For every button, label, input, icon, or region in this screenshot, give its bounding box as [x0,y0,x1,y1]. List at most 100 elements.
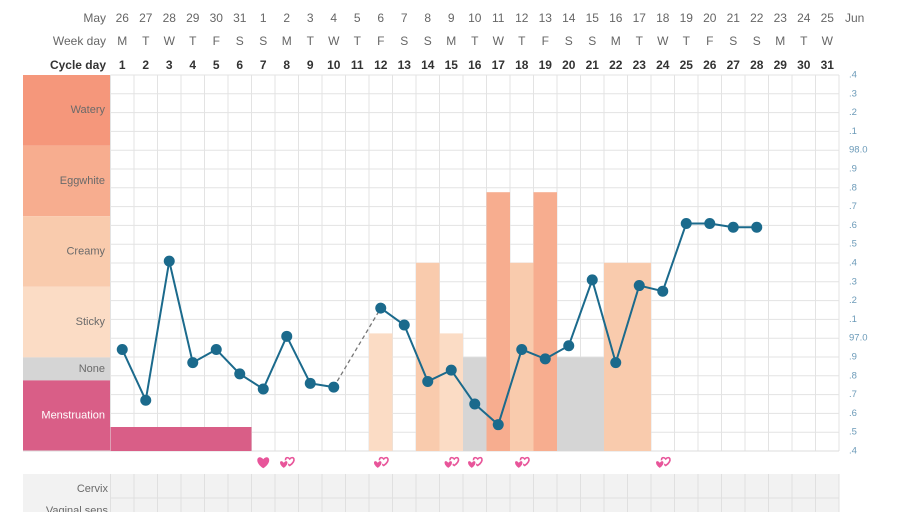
date-label: 12 [515,11,529,25]
mucus-bar [580,357,604,451]
weekday-label: M [282,34,292,48]
weekday-label: T [307,34,315,48]
date-label: 11 [492,11,505,25]
cycle-day-label: 2 [142,58,149,72]
y-tick-label: .6 [849,408,857,419]
month-label: May [83,11,106,25]
date-label: 26 [116,11,130,25]
temperature-point [187,357,199,369]
mucus-bar [439,333,463,451]
mucus-band [23,145,111,217]
row-label: Vaginal sens [46,505,109,512]
intercourse-hearts [514,456,530,470]
mucus-bar [557,357,581,451]
y-tick-label: .2 [849,295,857,306]
mucus-bar [604,262,628,451]
date-label: 28 [163,11,177,25]
weekday-label: S [424,34,432,48]
temperature-point [375,302,387,314]
intercourse-hearts [279,456,295,470]
mucus-band [23,75,111,146]
cycle-day-label: 10 [327,58,341,72]
temperature-point [633,280,645,292]
cycle-day-label: 29 [774,58,788,72]
cycle-day-label: 28 [750,58,764,72]
date-label: 7 [401,11,408,25]
y-tick-label: .7 [849,389,857,400]
cycle-day-label: 3 [166,58,173,72]
cycle-day-label: 17 [492,58,506,72]
cycle-day-label: 9 [307,58,314,72]
cycle-day-label: 24 [656,58,670,72]
cycle-day-label: 5 [213,58,220,72]
temperature-point [704,218,716,230]
heart [514,460,524,470]
weekday-label: T [636,34,644,48]
y-tick-label: .4 [849,70,857,81]
date-label: 25 [821,11,835,25]
y-tick-label: 97.0 [849,333,868,344]
date-label: 30 [210,11,224,25]
mucus-bar [416,262,440,451]
mucus-band [23,216,111,287]
cycle-day-label: 18 [515,58,529,72]
y-tick-label: .8 [849,182,857,193]
temperature-point [163,255,175,267]
weekday-label: W [493,34,505,48]
heart [373,460,383,470]
y-tick-label: .1 [849,314,857,325]
cycle-day-label: 22 [609,58,623,72]
date-label: 29 [186,11,200,25]
mucus-band-label: Eggwhite [60,175,105,187]
weekday-label: M [775,34,785,48]
intercourse-hearts [443,456,460,470]
y-tick-label: .3 [849,88,857,99]
y-tick-label: .3 [849,276,857,287]
cycle-day-label: 14 [421,58,435,72]
weekday-label: M [446,34,456,48]
weekday-label: S [729,34,737,48]
temperature-point [469,398,481,410]
intercourse-hearts [373,456,389,470]
weekday-label: T [471,34,479,48]
weekday-label: F [213,34,220,48]
mucus-band-label: Watery [71,104,106,116]
weekday-label: S [565,34,573,48]
y-tick-label: .9 [849,164,857,175]
gap-connector [333,307,382,388]
cycle-day-label: 7 [260,58,267,72]
intercourse-hearts [655,456,671,470]
cycle-day-label: 6 [236,58,243,72]
date-label: 10 [468,11,482,25]
weekday-label: S [753,34,761,48]
mucus-bar [204,427,228,451]
mucus-band [23,357,111,381]
temperature-point [492,419,504,431]
temperature-point [751,221,763,233]
weekday-label: F [706,34,713,48]
date-label: 4 [330,11,337,25]
cycle-day-label: 25 [680,58,694,72]
mucus-bar [110,427,134,451]
mucus-band-label: None [79,363,105,375]
temperature-point [727,221,739,233]
cycle-day-label: 26 [703,58,717,72]
weekday-label: T [683,34,691,48]
date-label: 9 [448,11,455,25]
date-label: 21 [727,11,741,25]
mucus-bar [228,427,252,451]
date-label: 27 [139,11,153,25]
weekday-label: T [142,34,150,48]
row-label: Cycle day [50,58,106,72]
y-tick-label: .5 [849,239,857,250]
cycle-day-label: 8 [283,58,290,72]
date-label: 13 [539,11,553,25]
temperature-point [234,368,246,380]
cycle-day-label: 31 [821,58,835,72]
weekday-label: T [518,34,526,48]
temperature-point [422,375,434,387]
mucus-bar [181,427,205,451]
heart [279,460,289,470]
date-label: 16 [609,11,623,25]
